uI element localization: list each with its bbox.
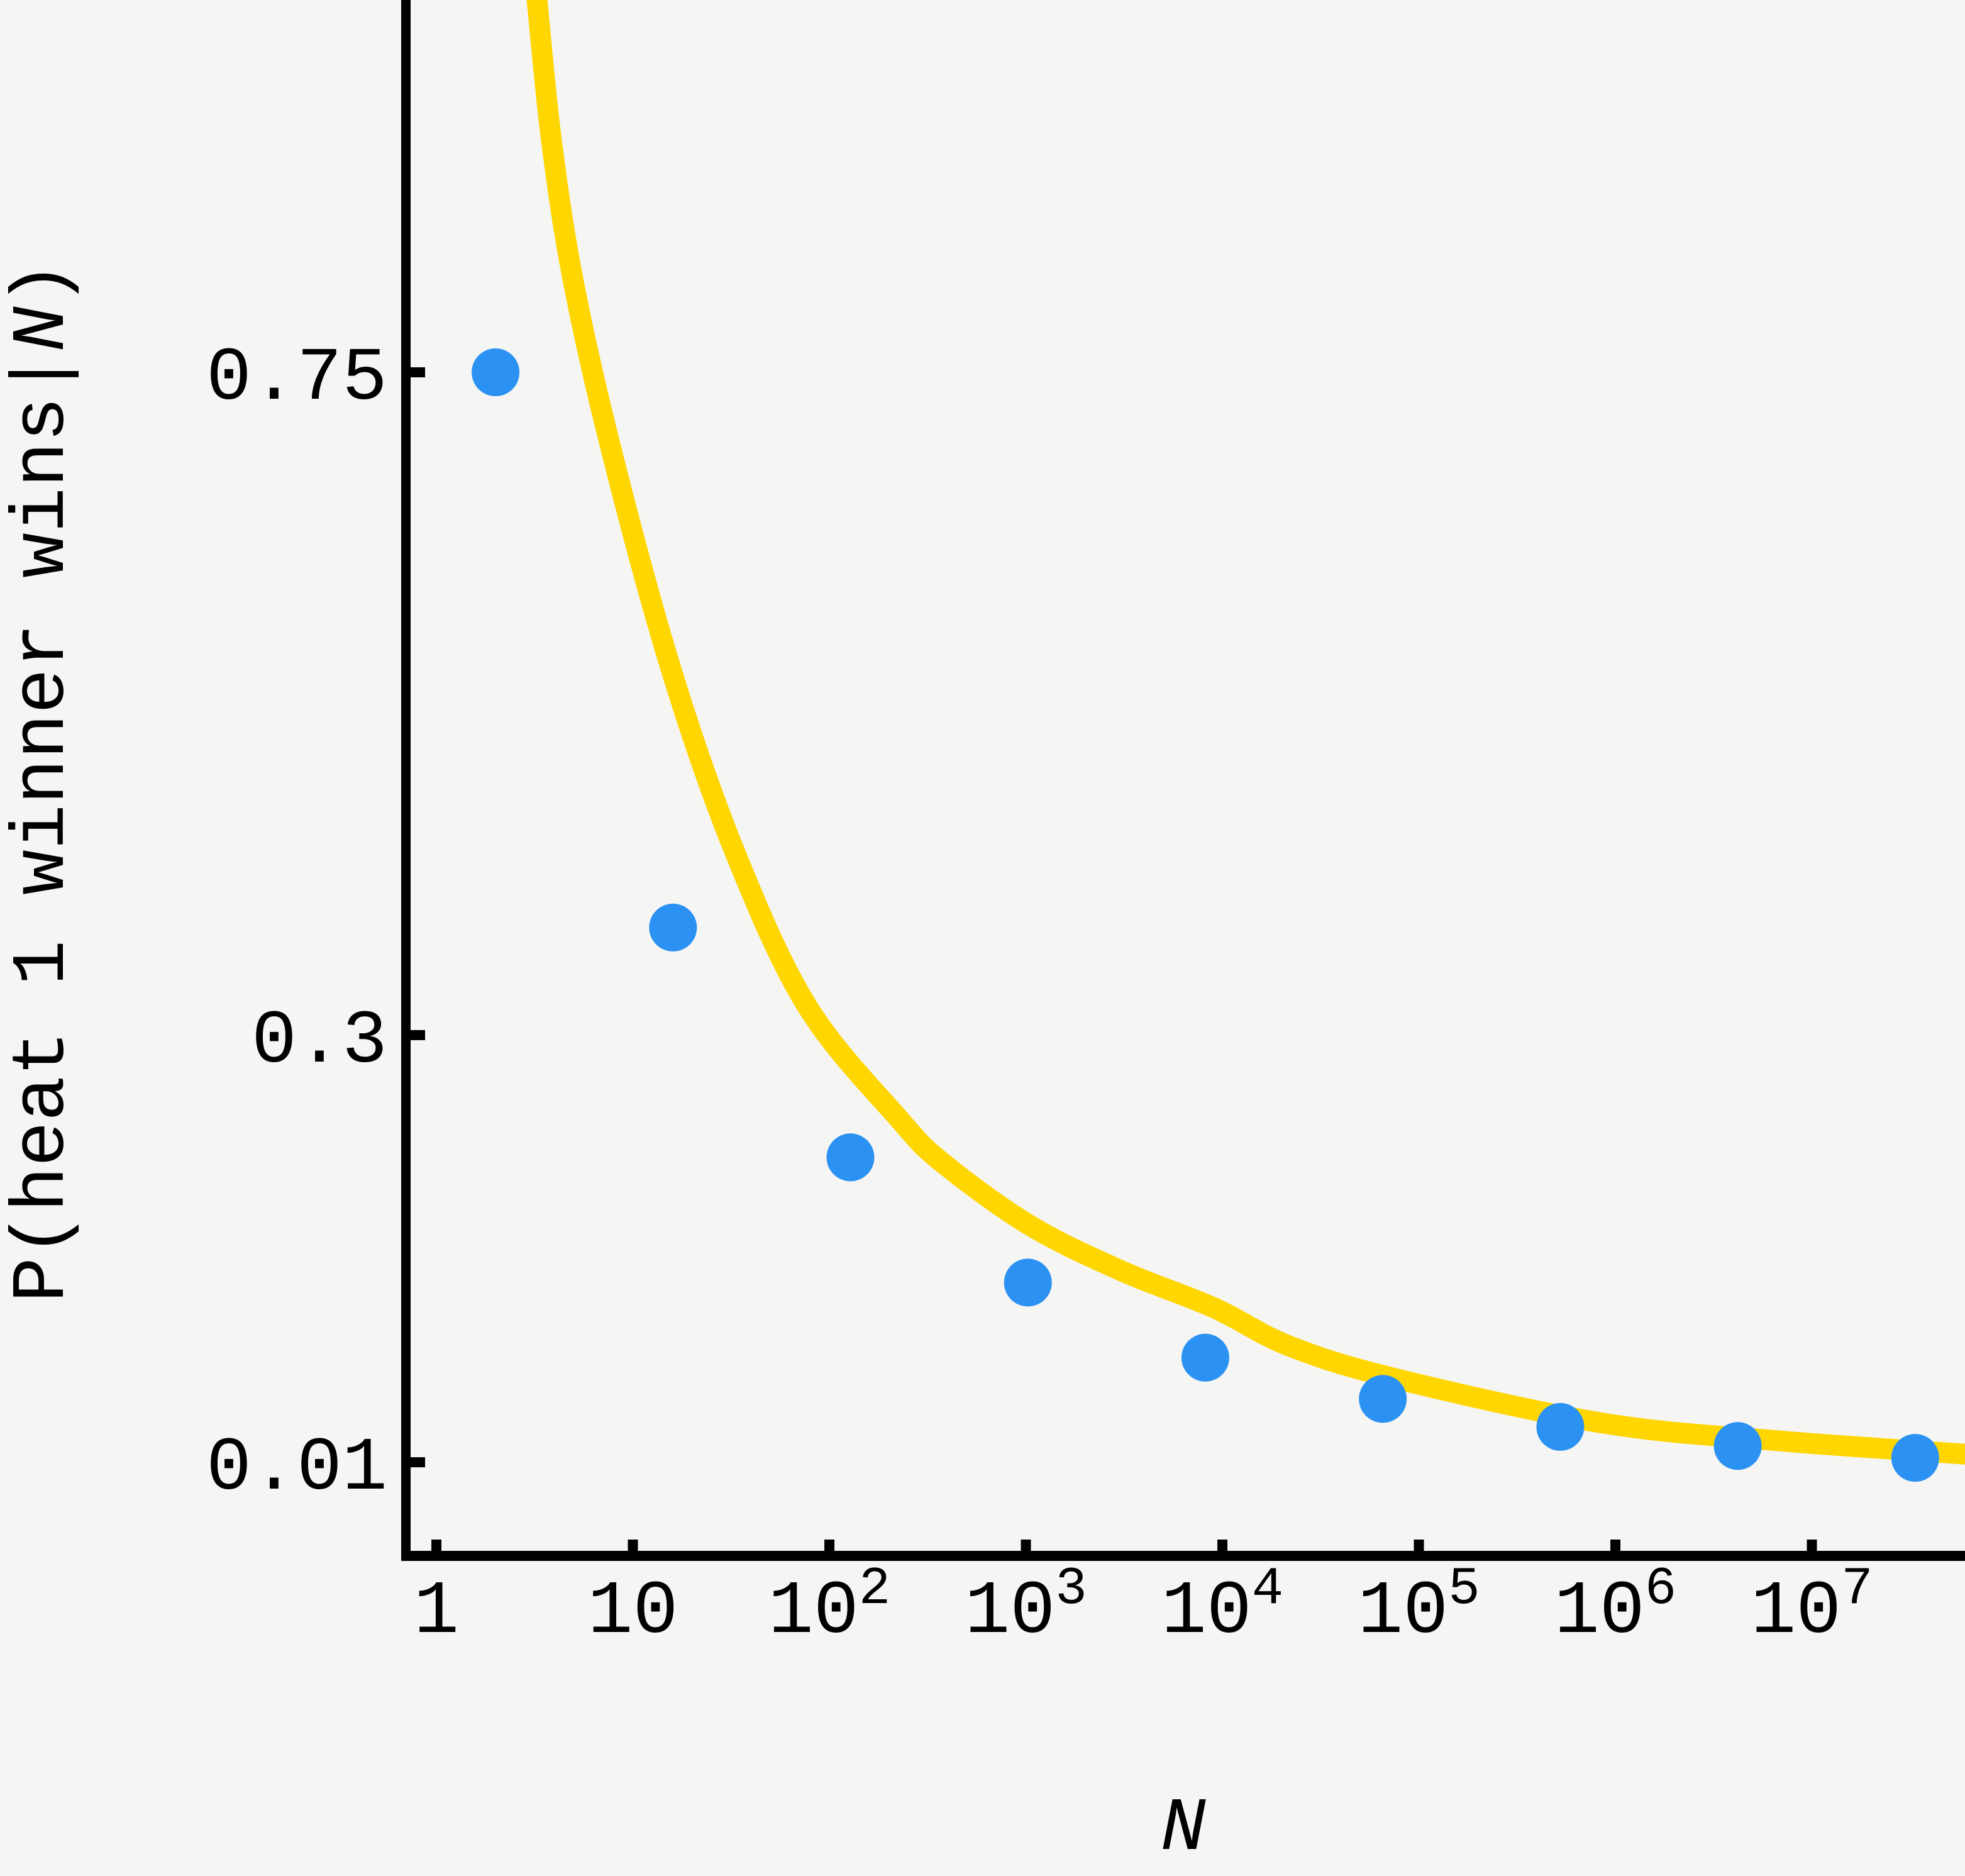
y-axis-label-prefix: P(heat 1 winner wins| <box>1 352 86 1302</box>
x-tick-label: 104 <box>1161 1560 1283 1655</box>
y-tick-label: 0.01 <box>206 1426 387 1512</box>
x-tick-label-exponent: 4 <box>1252 1560 1283 1619</box>
x-tick-label-base: 10 <box>768 1570 859 1655</box>
x-axis-label: N <box>1161 1787 1206 1872</box>
y-tick <box>411 1030 425 1040</box>
data-point <box>1004 1258 1052 1307</box>
x-tick-label: 103 <box>965 1560 1087 1655</box>
y-tick <box>411 367 425 377</box>
x-axis-line <box>401 1551 1965 1561</box>
data-point <box>826 1133 875 1182</box>
axes-layer <box>401 0 1965 1561</box>
y-tick <box>411 1457 425 1468</box>
y-axis-line <box>401 0 411 1561</box>
x-tick-label-exponent: 7 <box>1841 1560 1873 1619</box>
x-tick <box>1807 1540 1817 1551</box>
x-tick-label-base: 10 <box>1161 1570 1252 1655</box>
x-tick <box>628 1540 638 1551</box>
x-tick-layer: 1 10 102 103 104 105 106 107 <box>414 1540 1873 1655</box>
scatter-points-layer <box>472 348 1939 1482</box>
x-tick-label-exponent: 2 <box>859 1560 890 1619</box>
x-tick-label: 1 <box>414 1570 459 1655</box>
x-tick-label: 106 <box>1554 1560 1676 1655</box>
data-point <box>472 348 520 396</box>
x-tick <box>1610 1540 1620 1551</box>
x-tick-label: 105 <box>1358 1560 1480 1655</box>
y-tick-label: 0.3 <box>252 999 387 1085</box>
x-tick-label-exponent: 3 <box>1055 1560 1087 1619</box>
data-point <box>1891 1434 1939 1482</box>
x-tick-label-base: 10 <box>965 1570 1055 1655</box>
x-tick-label: 102 <box>768 1560 890 1655</box>
x-tick <box>1217 1540 1227 1551</box>
y-axis-label: P(heat 1 winner wins|N) <box>1 261 86 1302</box>
y-tick-layer: 0.75 0.3 0.01 <box>206 336 425 1512</box>
x-tick-label-base: 10 <box>1751 1570 1841 1655</box>
fit-curve-layer <box>526 0 1965 1465</box>
x-tick-label: 10 <box>587 1570 678 1655</box>
x-tick-label-base: 10 <box>1358 1570 1448 1655</box>
x-tick-label-exponent: 5 <box>1448 1560 1480 1619</box>
data-point <box>1359 1375 1407 1423</box>
y-axis-label-variable: N <box>1 306 86 352</box>
x-tick <box>1414 1540 1424 1551</box>
x-tick-label: 107 <box>1751 1560 1873 1655</box>
data-point <box>1713 1422 1762 1470</box>
y-axis-label-suffix: ) <box>1 261 86 306</box>
x-tick-label-exponent: 6 <box>1645 1560 1676 1619</box>
data-point <box>1536 1402 1585 1451</box>
x-tick <box>1021 1540 1031 1551</box>
data-point <box>1181 1333 1229 1382</box>
x-tick-label-base: 10 <box>1554 1570 1645 1655</box>
x-tick <box>431 1540 441 1551</box>
y-tick-label: 0.75 <box>206 336 387 422</box>
x-tick <box>824 1540 834 1551</box>
fit-curve-path <box>526 0 1965 1465</box>
data-point <box>649 903 697 952</box>
